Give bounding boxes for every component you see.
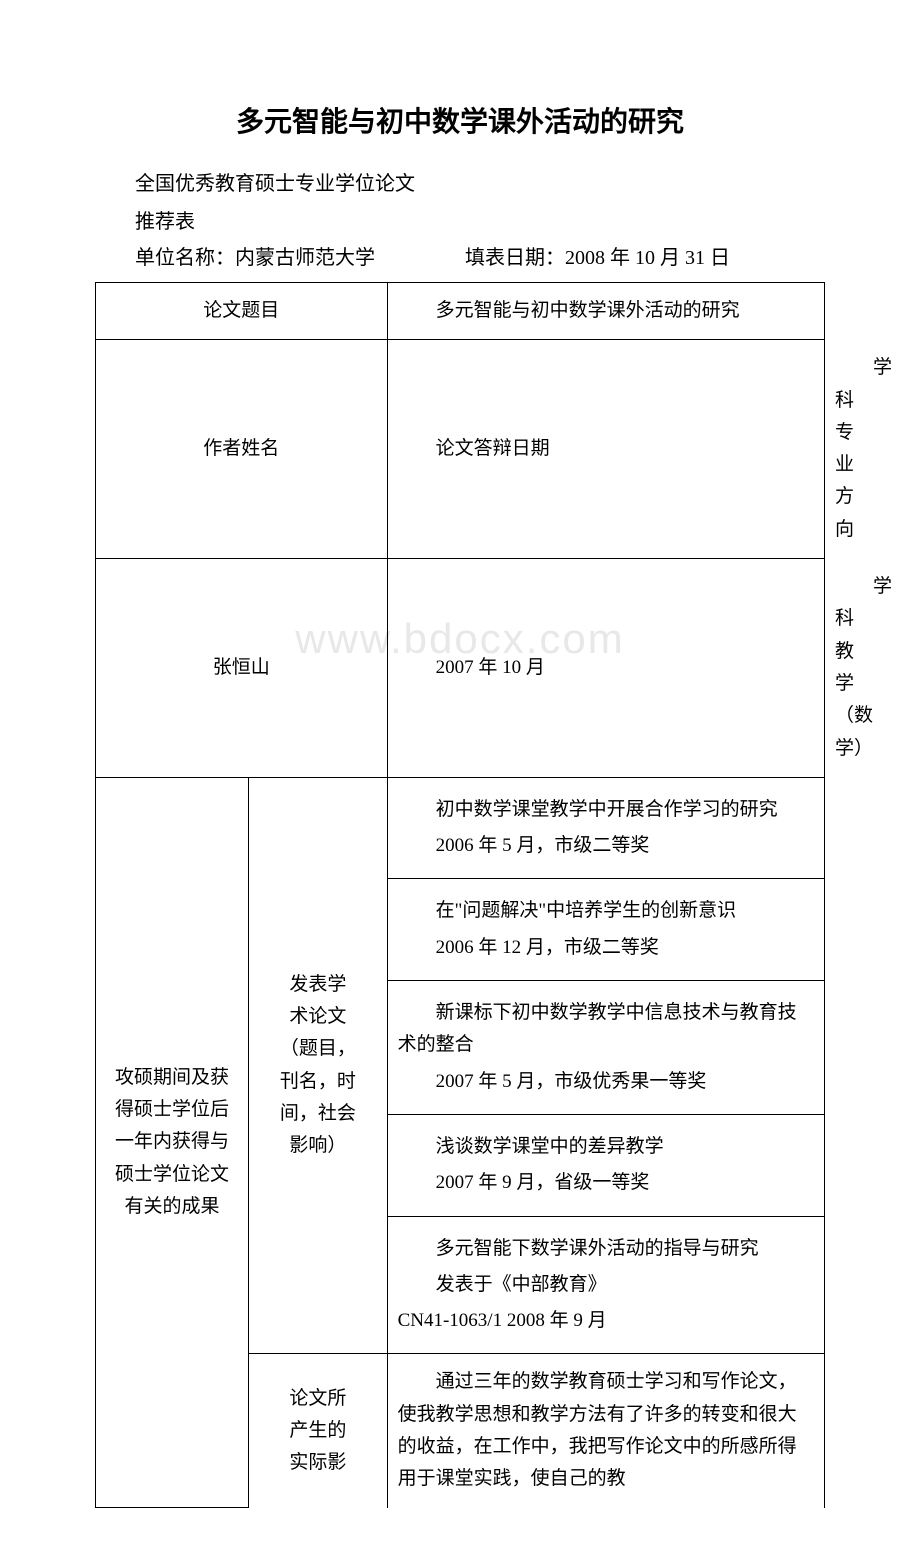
unit-value: 内蒙古师范大学 — [235, 247, 375, 269]
paper-title: 在"问题解决"中培养学生的创新意识 — [398, 895, 814, 927]
achievements-label: 攻硕期间及获得硕士学位后一年内获得与硕士学位论文有关的成果 — [96, 777, 249, 1507]
impact-text: 通过三年的数学教育硕士学习和写作论文，使我教学思想和教学方法有了许多的转变和很大… — [387, 1354, 824, 1508]
paper-entry: 初中数学课堂教学中开展合作学习的研究 2006 年 5 月，市级二等奖 — [387, 777, 824, 879]
meta-row: 单位名称：内蒙古师范大学 填表日期：2008 年 10 月 31 日 — [95, 241, 825, 270]
impact-label-line: 产生的 — [259, 1415, 377, 1447]
paper-entry: 在"问题解决"中培养学生的创新意识 2006 年 12 月，市级二等奖 — [387, 879, 824, 981]
document-content: 多元智能与初中数学课外活动的研究 全国优秀教育硕士专业学位论文 推荐表 单位名称… — [95, 100, 825, 1508]
paper-title: 初中数学课堂教学中开展合作学习的研究 — [398, 794, 814, 826]
papers-label-line: （题目， — [259, 1033, 377, 1065]
paper-detail: CN41-1063/1 2008 年 9 月 — [398, 1305, 814, 1337]
table-row: 张恒山 2007 年 10 月 学科教学（数学） — [96, 559, 825, 778]
paper-title: 新课标下初中数学教学中信息技术与教育技术的整合 — [398, 997, 814, 1062]
impact-label: 论文所 产生的 实际影 — [249, 1354, 388, 1508]
preamble-line-1: 全国优秀教育硕士专业学位论文 — [95, 165, 825, 203]
recommendation-table: 论文题目 多元智能与初中数学课外活动的研究 作者姓名 论文答辩日期 学科专业方向… — [95, 282, 825, 1508]
table-row: 攻硕期间及获得硕士学位后一年内获得与硕士学位论文有关的成果 发表学 术论文 （题… — [96, 777, 825, 879]
paper-entry: 新课标下初中数学教学中信息技术与教育技术的整合 2007 年 5 月，市级优秀果… — [387, 981, 824, 1115]
published-papers-label: 发表学 术论文 （题目， 刊名，时 间，社会 影响） — [249, 777, 388, 1354]
author-name-label: 作者姓名 — [96, 340, 388, 559]
papers-label-line: 术论文 — [259, 1001, 377, 1033]
impact-label-line: 论文所 — [259, 1383, 377, 1415]
table-row: 论文题目 多元智能与初中数学课外活动的研究 — [96, 283, 825, 340]
papers-label-line: 影响） — [259, 1130, 377, 1162]
preamble: 全国优秀教育硕士专业学位论文 推荐表 — [95, 165, 825, 241]
fill-date-label: 填表日期： — [465, 247, 565, 269]
page-title: 多元智能与初中数学课外活动的研究 — [95, 100, 825, 140]
fill-date-value: 2008 年 10 月 31 日 — [565, 247, 730, 269]
papers-label-line: 间，社会 — [259, 1098, 377, 1130]
defense-date-label: 论文答辩日期 — [387, 340, 824, 559]
paper-detail: 2007 年 9 月，省级一等奖 — [398, 1167, 814, 1199]
paper-detail: 2006 年 5 月，市级二等奖 — [398, 830, 814, 862]
paper-detail: 2006 年 12 月，市级二等奖 — [398, 932, 814, 964]
paper-detail: 2007 年 5 月，市级优秀果一等奖 — [398, 1066, 814, 1098]
paper-entry: 多元智能下数学课外活动的指导与研究 发表于《中部教育》 CN41-1063/1 … — [387, 1216, 824, 1354]
unit-label: 单位名称： — [135, 247, 235, 269]
author-name-value: 张恒山 — [96, 559, 388, 778]
table-row: 作者姓名 论文答辩日期 学科专业方向 — [96, 340, 825, 559]
paper-title: 浅谈数学课堂中的差异教学 — [398, 1131, 814, 1163]
paper-title: 多元智能下数学课外活动的指导与研究 — [398, 1233, 814, 1265]
paper-entry: 浅谈数学课堂中的差异教学 2007 年 9 月，省级一等奖 — [387, 1114, 824, 1216]
paper-detail: 发表于《中部教育》 — [398, 1269, 814, 1301]
preamble-line-2: 推荐表 — [95, 203, 825, 241]
thesis-title-label: 论文题目 — [96, 283, 388, 340]
impact-label-line: 实际影 — [259, 1447, 377, 1479]
papers-label-line: 发表学 — [259, 969, 377, 1001]
thesis-title-value: 多元智能与初中数学课外活动的研究 — [387, 283, 824, 340]
papers-label-line: 刊名，时 — [259, 1066, 377, 1098]
defense-date-value: 2007 年 10 月 — [387, 559, 824, 778]
